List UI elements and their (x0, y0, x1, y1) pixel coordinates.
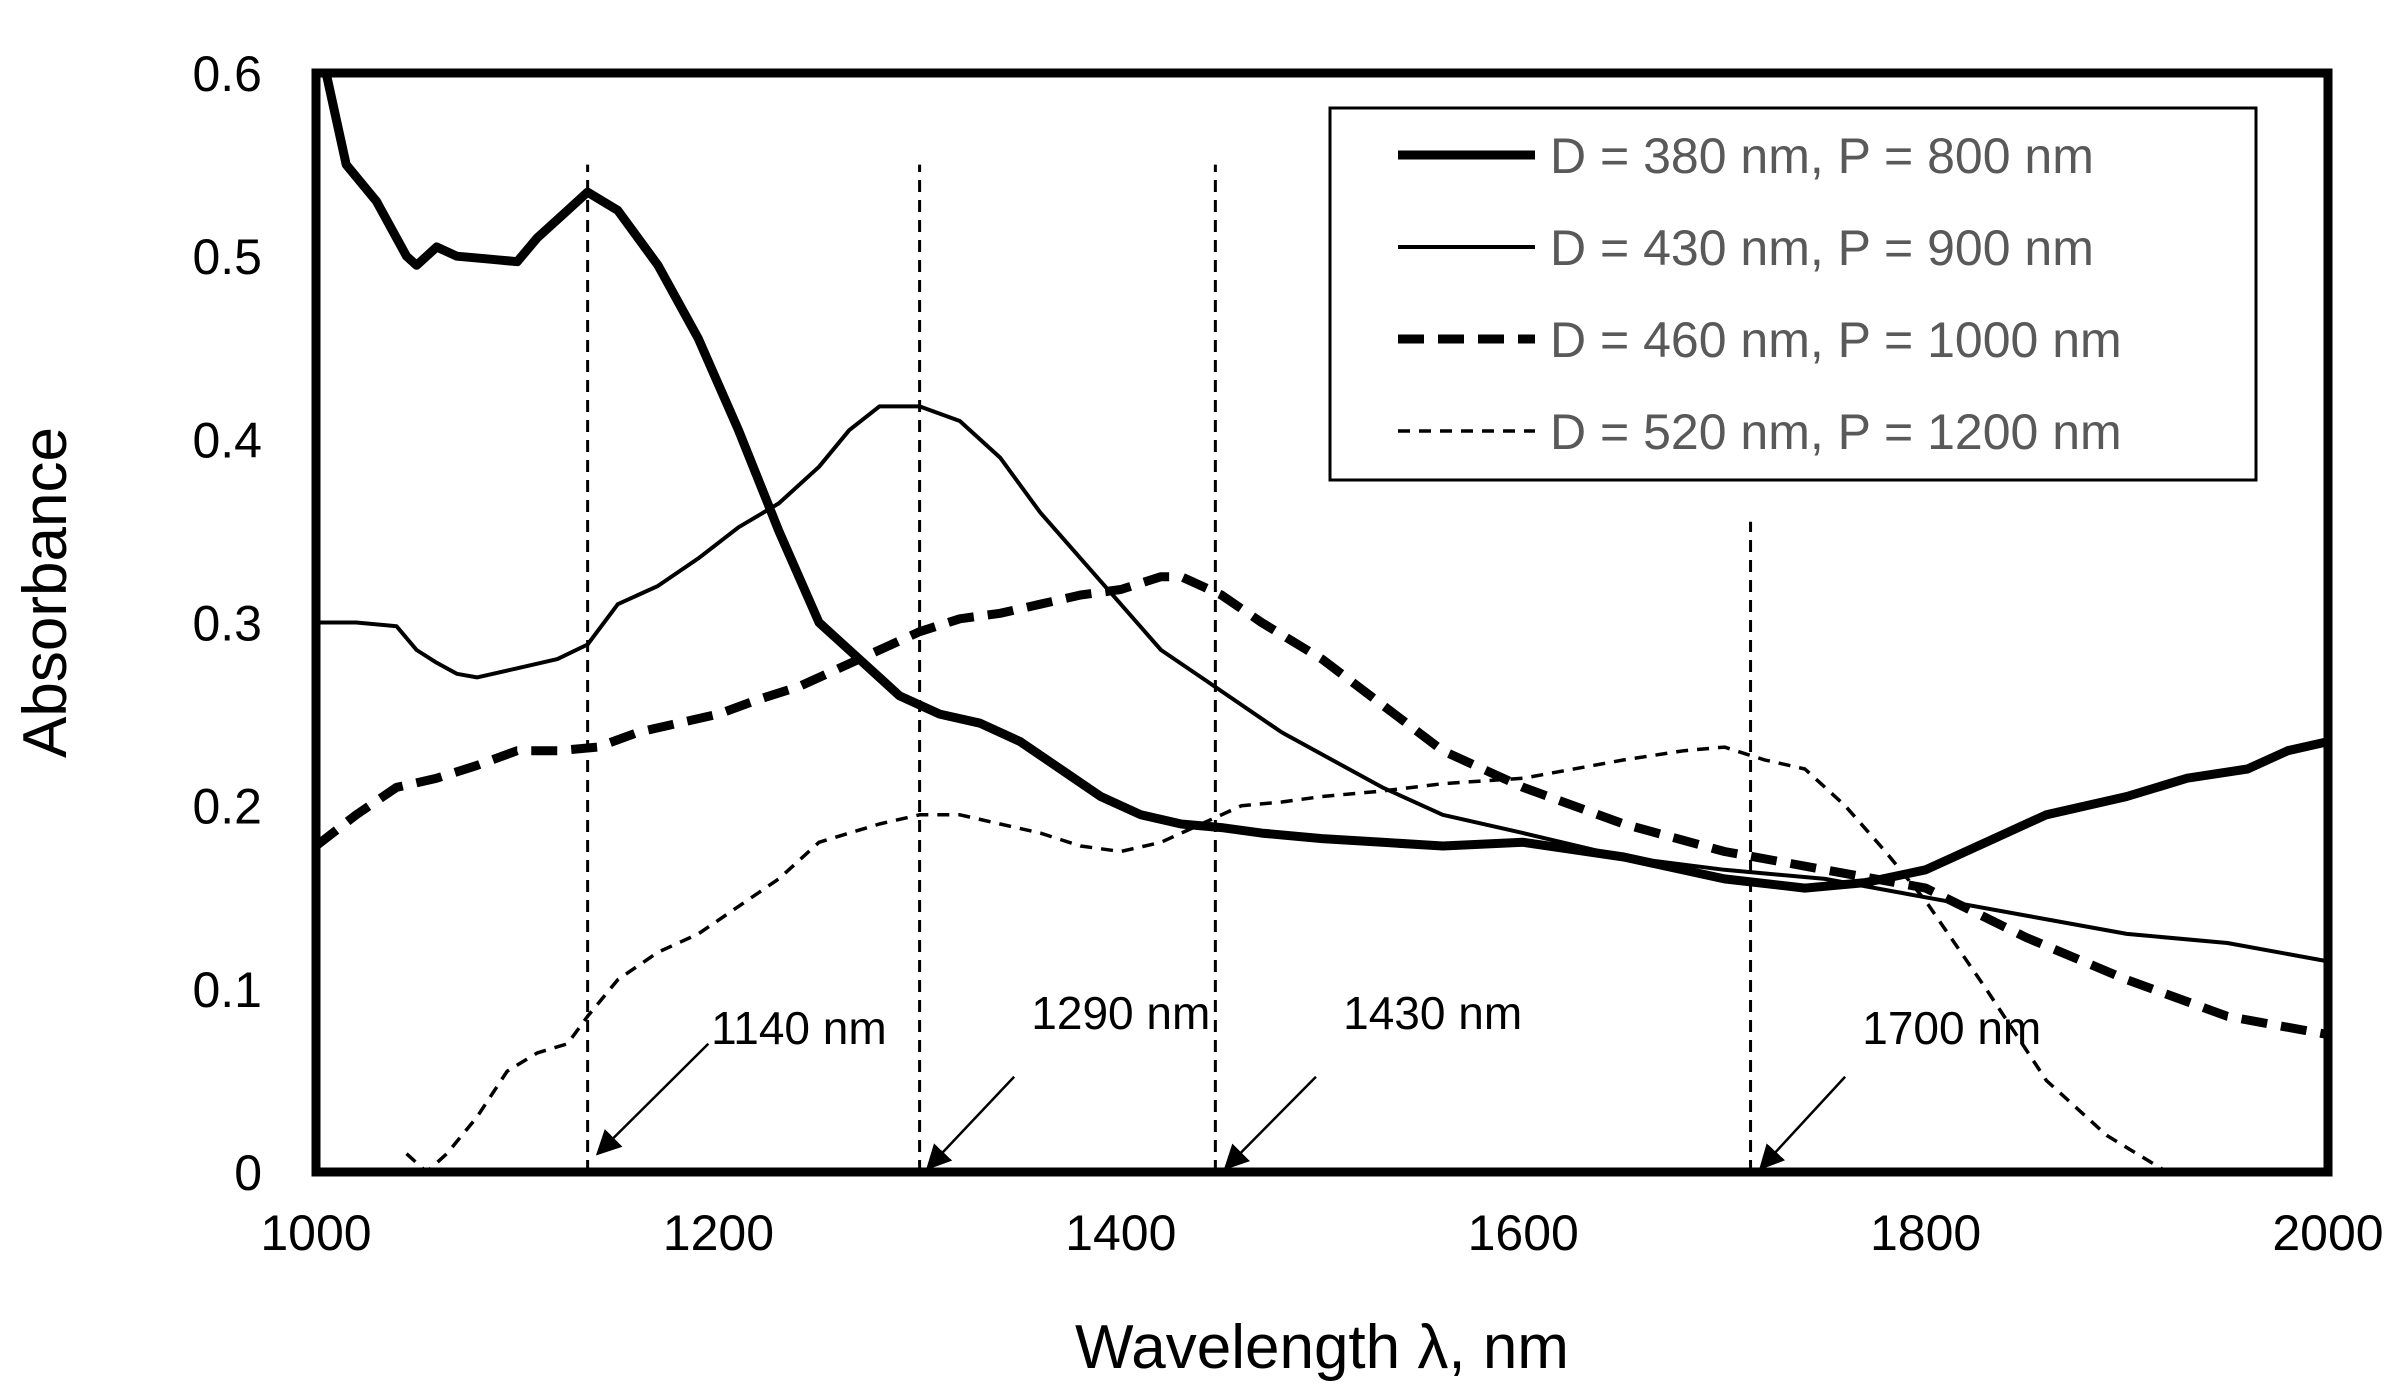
series-line-3 (313, 572, 2329, 1040)
y-tick-label-0.5: 0.5 (192, 229, 262, 285)
y-tick-label-0.6: 0.6 (192, 46, 262, 102)
x-tick-label-1400: 1400 (1065, 1205, 1176, 1261)
x-tick-label-1800: 1800 (1870, 1205, 1981, 1261)
x-tick-label-1000: 1000 (260, 1205, 371, 1261)
legend-label-3: D = 460 nm, P = 1000 nm (1550, 312, 2122, 368)
annotation-arrow-1 (595, 1042, 710, 1156)
annotation-arrow-3 (1223, 1075, 1317, 1171)
legend: D = 380 nm, P = 800 nm D = 430 nm, P = 90… (1328, 106, 2258, 482)
y-axis-title: Absorbance (11, 427, 80, 758)
x-tick-label-2000: 2000 (2272, 1205, 2383, 1261)
annotation-label-3: 1430 nm (1343, 987, 1522, 1039)
annotation-label-4: 1700 nm (1862, 1002, 2041, 1054)
annotation-arrow-4 (1758, 1075, 1847, 1171)
legend-label-1: D = 380 nm, P = 800 nm (1550, 128, 2094, 184)
x-tick-label-1200: 1200 (663, 1205, 774, 1261)
legend-label-2: D = 430 nm, P = 900 nm (1550, 220, 2094, 276)
plot-frame (311, 68, 2333, 1177)
y-tick-label-0.2: 0.2 (192, 779, 262, 835)
annotation-label-1: 1140 nm (711, 1002, 887, 1054)
legend-box (1328, 106, 2258, 482)
y-tick-label-0.4: 0.4 (192, 412, 262, 468)
series-line-4 (405, 745, 2168, 1174)
y-tick-label-0.3: 0.3 (192, 596, 262, 652)
series-line-2 (314, 404, 2330, 964)
plot-frame-layer (311, 68, 2333, 1177)
legend-label-4: D = 520 nm, P = 1200 nm (1550, 404, 2122, 460)
plot-layer: 1140 nm 1290 nm 1430 nm 1700 nm (313, 68, 2333, 1174)
annotation-label-2: 1290 nm (1031, 987, 1210, 1039)
x-axis-title: Wavelength λ, nm (1075, 1313, 1569, 1382)
y-tick-label-0: 0 (234, 1145, 262, 1201)
y-tick-label-0.1: 0.1 (192, 962, 262, 1018)
x-tick-label-1600: 1600 (1468, 1205, 1579, 1261)
annotation-arrow-2 (925, 1075, 1016, 1171)
axes-layer: 1000 1200 1400 1600 1800 2000 0 0.1 0.2 0.3 0.4 0.5… (11, 46, 2384, 1382)
